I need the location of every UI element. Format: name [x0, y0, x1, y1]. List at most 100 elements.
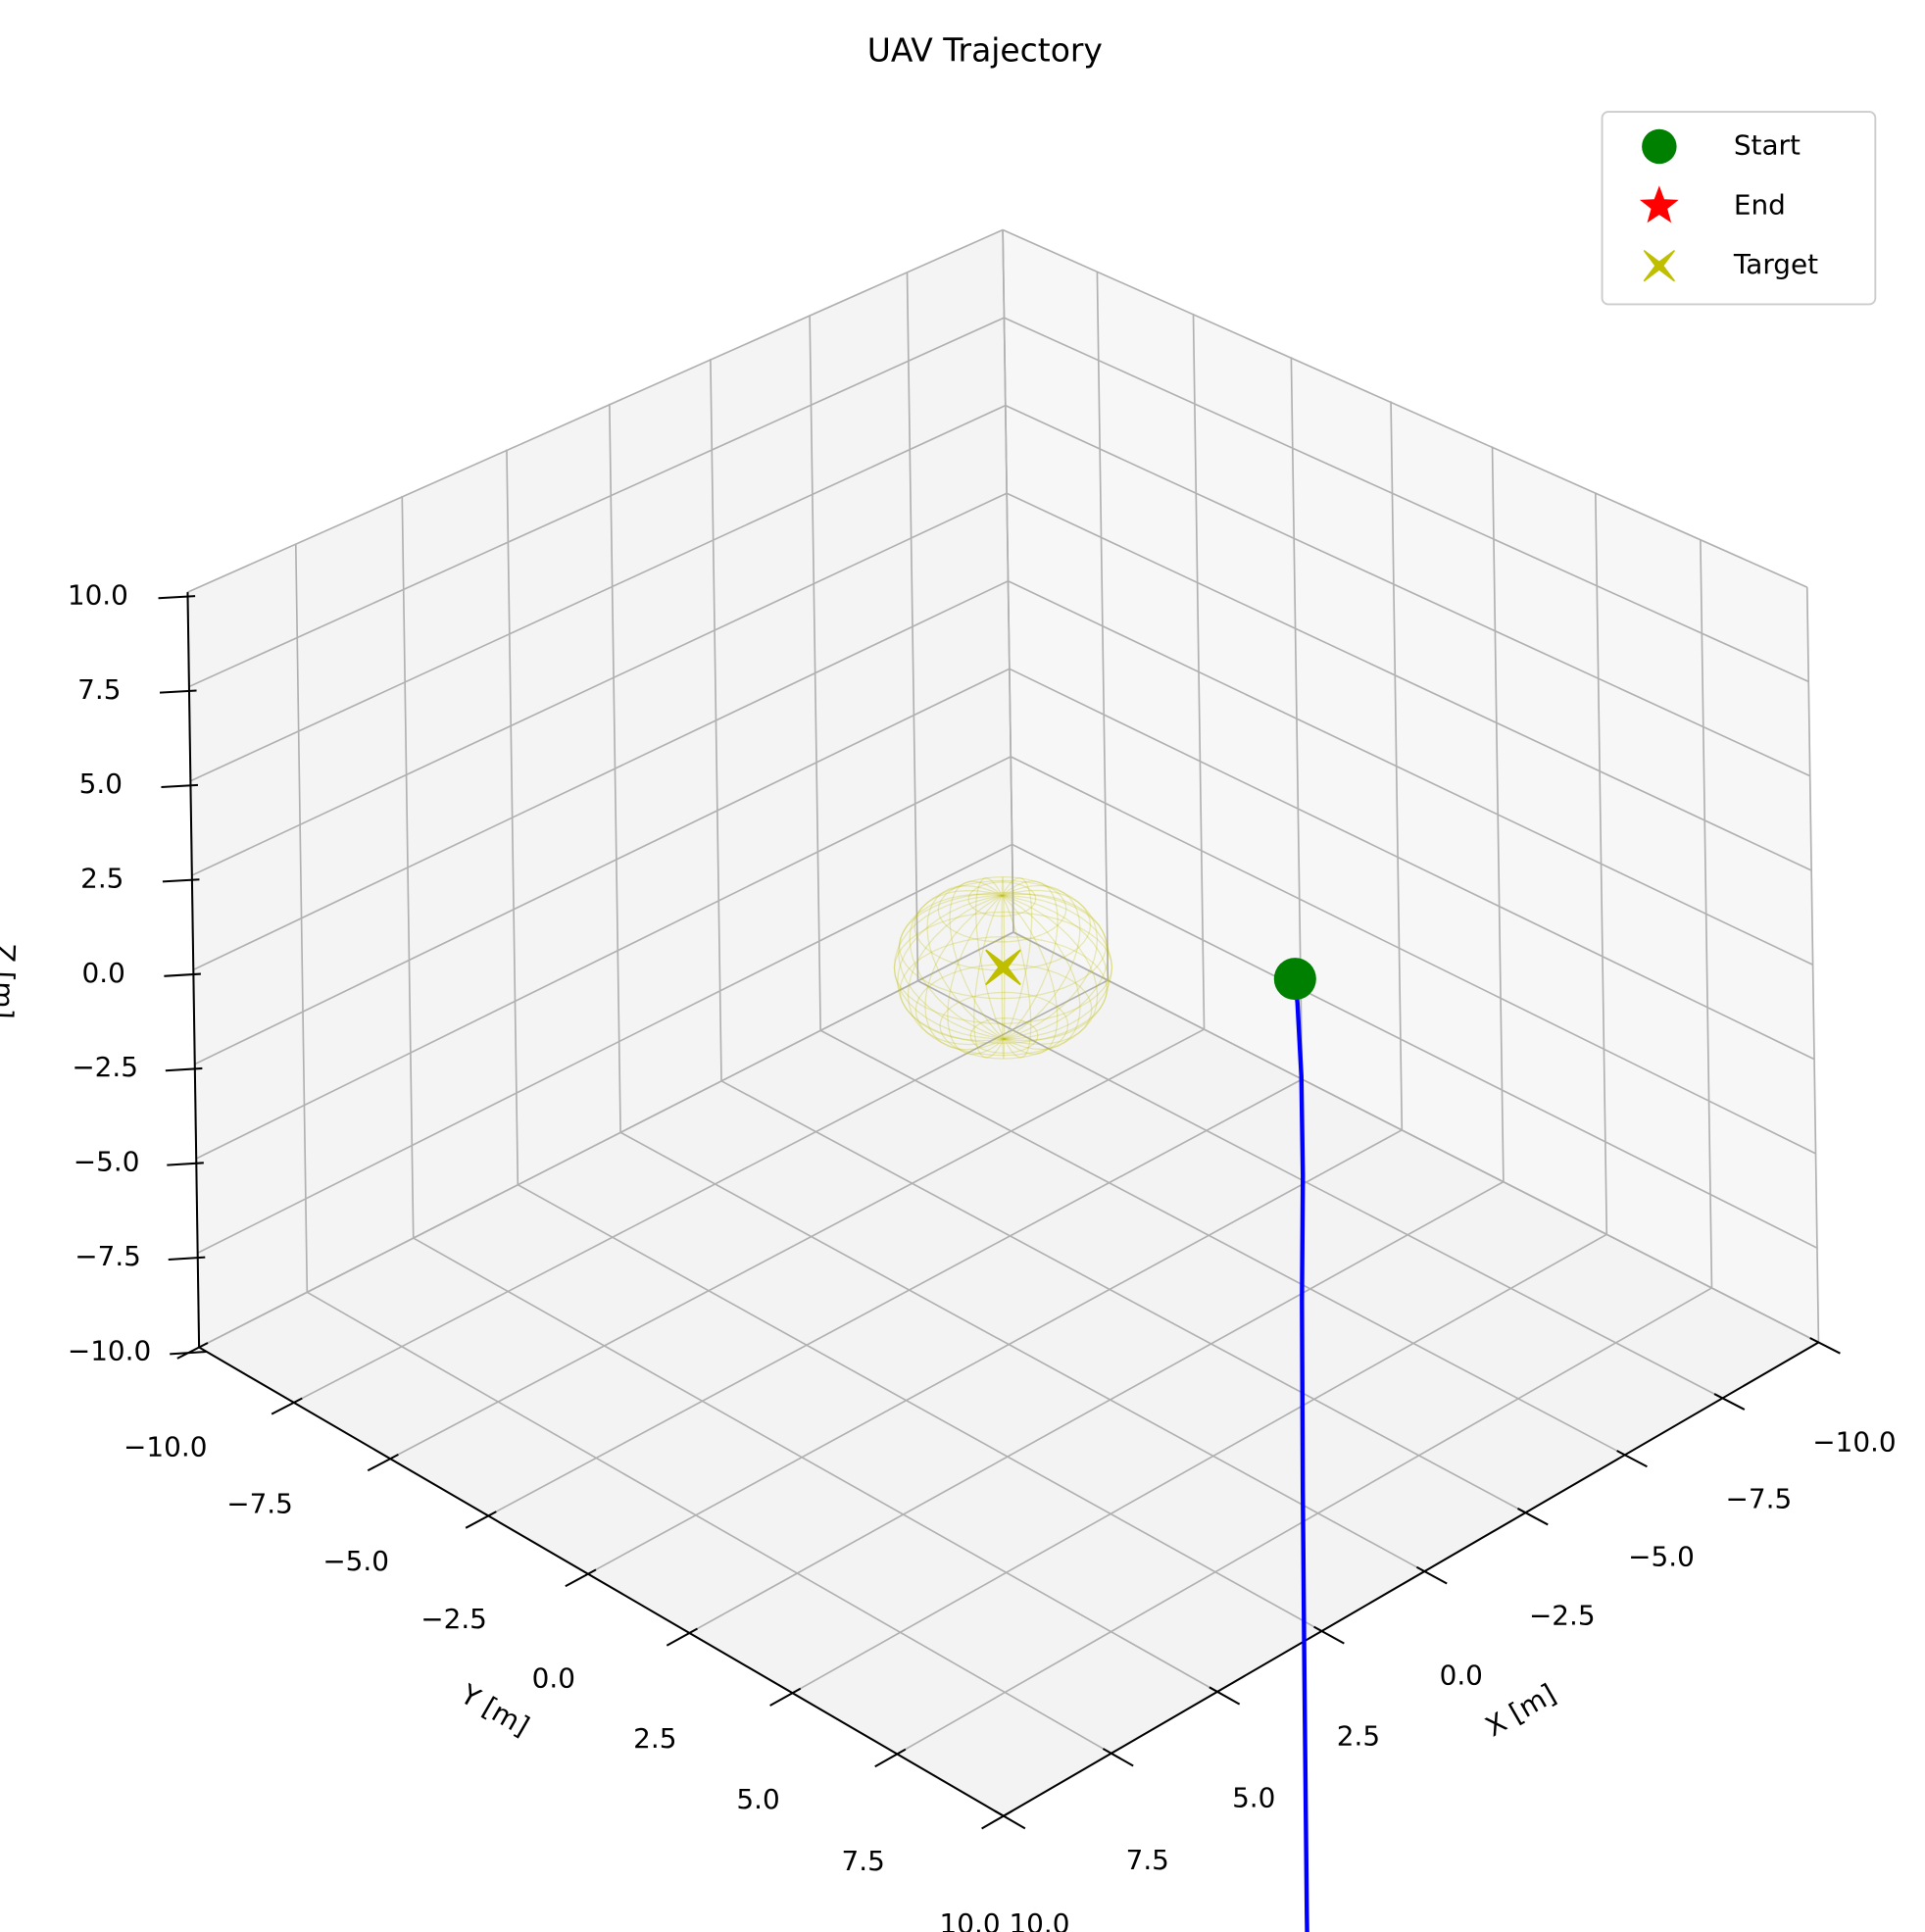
x-tick-label: −5.0: [1628, 1541, 1695, 1573]
legend-label: Target: [1733, 248, 1818, 280]
z-axis-label: Z [m]: [0, 943, 22, 1019]
grid-line: [688, 1180, 1505, 1635]
chart-title: UAV Trajectory: [867, 31, 1103, 70]
sphere-meridian: [907, 889, 1099, 1046]
y-tick-label: −5.0: [322, 1545, 389, 1577]
legend-label: End: [1734, 188, 1786, 221]
grid-line: [1012, 843, 1818, 1249]
x-tick-label: 7.5: [1126, 1844, 1169, 1876]
tick-mark: [167, 1162, 204, 1166]
sphere-parallel: [969, 1017, 1039, 1054]
grid-line: [1004, 317, 1809, 683]
grid-line: [586, 1129, 1403, 1575]
tick-mark: [981, 1809, 1013, 1830]
y-tick-label: 7.5: [842, 1845, 885, 1877]
sphere-meridian: [975, 877, 1032, 1059]
tick-mark: [176, 1342, 209, 1360]
tick-mark: [158, 595, 196, 600]
grid-line: [195, 756, 1012, 1160]
point-circle: [1273, 958, 1316, 1001]
sphere-meridian: [973, 877, 1033, 1059]
sphere-parallel: [898, 892, 1108, 1000]
tick-mark: [1616, 1450, 1648, 1468]
tick-mark: [666, 1627, 698, 1647]
grid-line: [1005, 404, 1811, 777]
tick-mark: [159, 689, 197, 694]
sphere-meridian: [947, 880, 1059, 1056]
tick-mark: [1415, 1565, 1448, 1585]
sphere-parallel: [913, 879, 1092, 971]
legend-marker: [1643, 250, 1676, 282]
sphere-parallel: [937, 876, 1067, 943]
tick-mark: [1516, 1508, 1549, 1526]
tick-mark: [874, 1748, 907, 1768]
grid-line: [1009, 668, 1815, 1061]
sphere-meridian: [909, 889, 1099, 1045]
grid-line: [1006, 492, 1812, 871]
legend-label: Start: [1734, 129, 1801, 162]
axis-line: [198, 1346, 1005, 1817]
tick-mark: [161, 783, 199, 789]
x-tick-label: −7.5: [1726, 1483, 1793, 1515]
y-tick-label: −2.5: [420, 1603, 487, 1635]
grid-line: [1008, 580, 1813, 966]
grid-line: [187, 228, 1004, 593]
x-axis-label: X [m]: [1480, 1677, 1561, 1743]
tick-mark: [165, 1066, 203, 1072]
grid-line: [306, 1291, 1112, 1755]
x-tick-label: −10.0: [1812, 1425, 1896, 1458]
grid-line: [720, 1080, 1527, 1514]
x-tick-label: 0.0: [1440, 1660, 1483, 1692]
grid-line: [1002, 228, 1808, 588]
sphere-meridian: [1001, 876, 1006, 1060]
y-tick-label: 10.0: [940, 1907, 1001, 1932]
grid-line: [619, 1131, 1426, 1573]
sphere-meridian: [898, 893, 1110, 1041]
trajectory-line: [1293, 978, 1309, 1932]
sphere-parallel: [893, 911, 1113, 1024]
grid-line: [1010, 756, 1816, 1155]
grid-line: [819, 1029, 1626, 1457]
y-axis-label: Y [m]: [455, 1677, 535, 1742]
z-tick-label: −5.0: [74, 1146, 140, 1178]
y-tick-label: 2.5: [633, 1722, 676, 1755]
tick-mark: [1809, 1337, 1841, 1355]
sphere-parallel: [967, 881, 1037, 917]
z-tick-label: −2.5: [72, 1051, 138, 1083]
grid-line: [389, 1028, 1205, 1461]
y-tick-label: −7.5: [226, 1487, 293, 1519]
z-tick-label: −7.5: [74, 1240, 141, 1272]
tick-mark: [170, 1351, 207, 1356]
x-tick-label: 10.0: [1009, 1907, 1069, 1932]
axis-line: [1003, 1341, 1819, 1817]
sphere-meridian: [926, 885, 1081, 1051]
tick-mark: [1313, 1625, 1345, 1645]
tick-mark: [994, 1809, 1026, 1830]
tick-mark: [164, 972, 201, 977]
y-tick-label: −10.0: [123, 1431, 207, 1463]
sphere-parallel: [914, 964, 1093, 1057]
grid-line: [791, 1233, 1607, 1695]
tick-mark: [465, 1511, 497, 1529]
z-tick-label: 7.5: [77, 673, 121, 706]
tick-mark: [168, 1256, 206, 1262]
point-x: [985, 949, 1021, 986]
z-tick-label: −10.0: [68, 1334, 151, 1366]
z-tick-label: 2.5: [80, 863, 123, 895]
grid-line: [293, 979, 1109, 1404]
grid-line: [917, 979, 1724, 1400]
x-tick-label: 5.0: [1232, 1781, 1275, 1813]
grid-line: [190, 404, 1007, 782]
z-tick-label: 0.0: [82, 957, 125, 989]
grid-line: [413, 1237, 1219, 1693]
y-tick-label: 5.0: [736, 1783, 779, 1815]
grid-line: [517, 1183, 1323, 1633]
target-sphere: [893, 876, 1113, 1060]
legend-marker: [1639, 185, 1679, 223]
sphere-meridian: [897, 893, 1110, 1042]
sphere-parallel: [939, 991, 1069, 1060]
axis-line: [186, 592, 201, 1348]
grid-line: [194, 668, 1011, 1065]
plot-area: UAV Trajectory −10.0 −7.5 −5.0 −2.5 0.0 2.5 5.…: [0, 31, 1897, 1932]
